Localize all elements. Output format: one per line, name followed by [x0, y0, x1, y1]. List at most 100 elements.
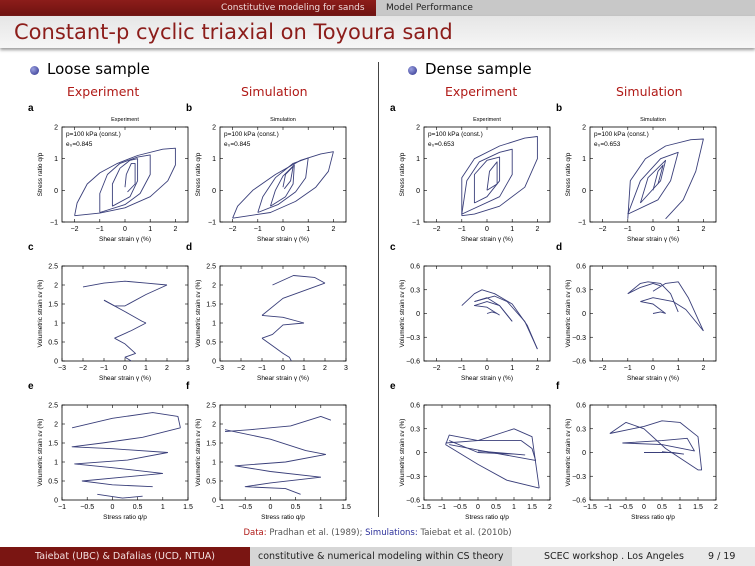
x-tick-label: −2 [599, 365, 607, 372]
y-axis-label: Volumetric strain εv (%) [565, 419, 572, 487]
plot-annotation: e₀=0.845 [224, 141, 251, 148]
x-axis-label: Shear strain γ (%) [627, 236, 679, 243]
y-tick-label: 1 [54, 156, 58, 163]
y-tick-label: 1 [416, 156, 420, 163]
x-tick-label: −1 [624, 365, 632, 372]
x-tick-label: 1 [676, 365, 680, 372]
x-tick-label: 1 [148, 226, 152, 233]
y-axis-label: Stress ratio q/p [399, 152, 406, 196]
data-curve [261, 322, 305, 339]
x-tick-label: 1 [306, 226, 310, 233]
plot-dense-c: c −2 −1 0 1 2 −0.6 −0.3 0 0.3 0.6 Shear strain γ (%… [390, 242, 551, 382]
y-tick-label: 0 [582, 450, 586, 457]
data-curve [461, 289, 538, 350]
y-tick-label: −0.3 [572, 335, 586, 342]
panel-letter: d [556, 242, 562, 253]
x-tick-label: −1 [624, 226, 632, 233]
data-curve [71, 412, 181, 429]
x-tick-label: 1.5 [693, 504, 703, 511]
loose-experiment-label: Experiment [67, 84, 140, 99]
y-axis-label: Volumetric strain εv (%) [37, 280, 44, 348]
y-tick-label: 0.6 [410, 264, 420, 271]
header-subsection[interactable]: Model Performance [386, 3, 473, 13]
x-axis-label: Stress ratio q/p [103, 514, 147, 521]
x-tick-label: 0 [123, 226, 127, 233]
plot-loose-b: b Simulation −2 −1 0 1 2 −1 0 1 2 Shear strain γ (%… [186, 103, 347, 243]
header-section[interactable]: Constitutive modeling for sands [221, 3, 365, 13]
y-tick-label: 1 [582, 156, 586, 163]
plot-dense-b: b Simulation −2 −1 0 1 2 −1 0 1 2 Shear strain γ (%… [556, 103, 717, 243]
y-tick-label: 2.5 [206, 264, 216, 271]
y-tick-label: 0 [212, 498, 216, 505]
citation-sim-label: Simulations: [365, 528, 418, 538]
footer-venue: SCEC workshop . Los Angeles [544, 551, 684, 562]
y-tick-label: 0.5 [48, 479, 58, 486]
x-tick-label: 0 [485, 365, 489, 372]
x-tick-label: −2 [599, 226, 607, 233]
footer-page: 9 / 19 [708, 551, 736, 562]
data-curve [261, 314, 305, 324]
data-curve [640, 297, 704, 332]
x-tick-label: 0.5 [291, 504, 301, 511]
x-axis-label: Shear strain γ (%) [461, 236, 513, 243]
data-curve [103, 299, 147, 324]
x-tick-label: −1 [258, 365, 266, 372]
x-tick-label: 0 [651, 226, 655, 233]
data-curve [627, 151, 679, 215]
y-tick-label: 1.5 [206, 441, 216, 448]
data-curve [627, 138, 704, 220]
y-axis-label: Volumetric strain εv (%) [195, 419, 202, 487]
x-tick-label: 2 [701, 226, 705, 233]
x-tick-label: 3 [186, 365, 190, 372]
x-axis-label: Shear strain γ (%) [627, 375, 679, 382]
plot-title: Experiment [473, 117, 501, 123]
data-curve [71, 427, 181, 453]
x-tick-label: 2 [548, 504, 552, 511]
y-axis-label: Stress ratio q/p [37, 152, 44, 196]
y-tick-label: −0.3 [406, 474, 420, 481]
panel-letter: a [390, 103, 396, 114]
x-tick-label: 0 [268, 504, 272, 511]
plot-annotation: e₀=0.653 [594, 141, 621, 148]
x-axis-label: Shear strain γ (%) [257, 375, 309, 382]
plot-frame [61, 265, 189, 362]
x-tick-label: 1 [678, 504, 682, 511]
y-tick-label: −0.6 [406, 359, 420, 366]
y-tick-label: 0 [54, 359, 58, 366]
plot-annotation: e₀=0.653 [428, 141, 455, 148]
data-curve [224, 415, 332, 433]
x-tick-label: 2 [323, 365, 327, 372]
x-tick-label: 2 [714, 504, 718, 511]
y-tick-label: −1 [208, 220, 216, 227]
data-curve [103, 284, 168, 307]
footer-right: SCEC workshop . Los Angeles 9 / 19 [512, 547, 755, 566]
x-tick-label: 1 [510, 226, 514, 233]
y-tick-label: 2 [54, 125, 58, 132]
plot-annotation: p=100 kPa (const.) [594, 131, 649, 138]
y-axis-label: Volumetric strain εv (%) [37, 419, 44, 487]
y-tick-label: 0 [416, 188, 420, 195]
y-tick-label: −0.3 [406, 335, 420, 342]
x-tick-label: −0.5 [619, 504, 633, 511]
x-tick-label: −1 [458, 226, 466, 233]
data-curve [269, 164, 295, 207]
x-tick-label: 1.5 [527, 504, 537, 511]
x-tick-label: −1 [604, 504, 612, 511]
x-tick-label: −2 [229, 226, 237, 233]
panel-letter: c [28, 242, 34, 253]
bullet-icon [408, 66, 417, 75]
x-tick-label: −3 [58, 365, 66, 372]
panel-letter: e [28, 381, 34, 392]
data-curve [609, 420, 703, 471]
x-axis-label: Stress ratio q/p [261, 514, 305, 521]
x-tick-label: 0 [476, 504, 480, 511]
data-curve [234, 453, 326, 478]
data-curve [97, 493, 143, 499]
x-tick-label: −0.5 [80, 504, 94, 511]
x-tick-label: −1.5 [583, 504, 597, 511]
y-tick-label: 0 [54, 188, 58, 195]
x-tick-label: −1 [254, 226, 262, 233]
x-tick-label: 1.5 [183, 504, 193, 511]
data-curve [82, 280, 168, 288]
footer-authors: Taiebat (UBC) & Dafalias (UCD, NTUA) [0, 547, 250, 566]
